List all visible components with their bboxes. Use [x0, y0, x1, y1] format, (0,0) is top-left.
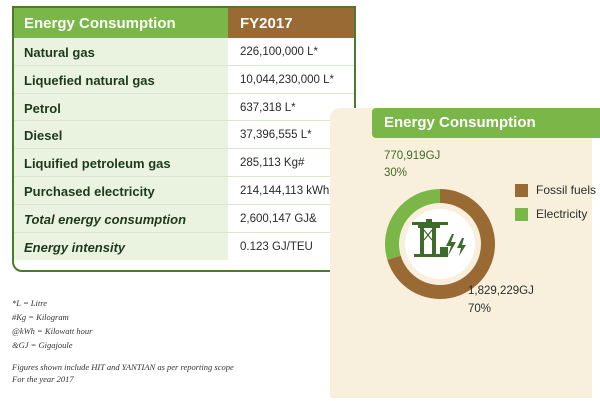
table-header-year: FY2017 — [228, 8, 354, 38]
footnote: *L = Litre — [12, 298, 48, 308]
row-label: Liquified petroleum gas — [14, 149, 228, 176]
footnotes: *L = Litre #Kg = Kilogram @kWh = Kilowat… — [12, 298, 342, 388]
scope-note-line: For the year 2017 — [12, 374, 74, 384]
row-label: Diesel — [14, 121, 228, 149]
row-value: 214,144,113 kWh@ — [240, 184, 341, 197]
electricity-percent-label: 30% — [384, 167, 408, 179]
table-row: Energy intensity 0.123 GJ/TEU — [14, 232, 354, 261]
table-row: Natural gas 226,100,000 L* — [14, 38, 354, 66]
table-row: Liquified petroleum gas 285,113 Kg# — [14, 149, 354, 177]
fossil-value-label: 1,829,229GJ — [468, 285, 534, 297]
table-row: Purchased electricity 214,144,113 kWh@ — [14, 176, 354, 205]
row-value: 285,113 Kg# — [240, 157, 305, 170]
row-value: 2,600,147 GJ& — [240, 212, 317, 225]
row-value: 0.123 GJ/TEU — [240, 240, 313, 253]
table-row: Petrol 637,318 L* — [14, 93, 354, 122]
legend-item-electricity: Electricity — [515, 207, 587, 221]
table-header-label: Energy Consumption — [14, 8, 228, 38]
legend-swatch — [515, 207, 528, 221]
row-label: Energy intensity — [14, 232, 228, 261]
energy-table: Energy Consumption FY2017 Natural gas 22… — [12, 6, 356, 272]
table-row: Diesel 37,396,555 L* — [14, 121, 354, 150]
chart-title: Energy Consumption — [372, 108, 600, 138]
scope-note-line: Figures shown include HIT and YANTIAN as… — [12, 362, 234, 372]
row-value: 226,100,000 L* — [240, 46, 319, 58]
fossil-percent-label: 70% — [468, 303, 492, 315]
legend-item-fossil-fuels: Fossil fuels — [515, 183, 596, 197]
row-label: Natural gas — [14, 38, 228, 65]
row-value: 637,318 L* — [240, 101, 296, 114]
footnote: @kWh = Kilowatt hour — [12, 326, 93, 336]
row-label: Petrol — [14, 93, 228, 121]
row-label: Total energy consumption — [14, 204, 228, 232]
electricity-value-label: 770,919GJ — [384, 150, 441, 162]
port-crane-icon — [412, 219, 466, 257]
footnote: #Kg = Kilogram — [12, 312, 69, 322]
row-label: Purchased electricity — [14, 176, 228, 204]
table-row: Total energy consumption 2,600,147 GJ& — [14, 204, 354, 233]
row-label: Liquefied natural gas — [14, 65, 228, 93]
legend-label: Electricity — [536, 207, 588, 221]
donut-hole — [405, 209, 475, 279]
legend-swatch — [515, 183, 528, 197]
table-row: Liquefied natural gas 10,044,230,000 L* — [14, 65, 354, 94]
row-value: 10,044,230,000 L* — [240, 73, 335, 86]
donut-slice-electricity — [385, 189, 440, 260]
legend-label: Fossil fuels — [536, 183, 597, 197]
row-value: 37,396,555 L* — [240, 129, 312, 142]
footnote: &GJ = Gigajoule — [12, 340, 73, 350]
table-header: Energy Consumption FY2017 — [14, 8, 354, 38]
